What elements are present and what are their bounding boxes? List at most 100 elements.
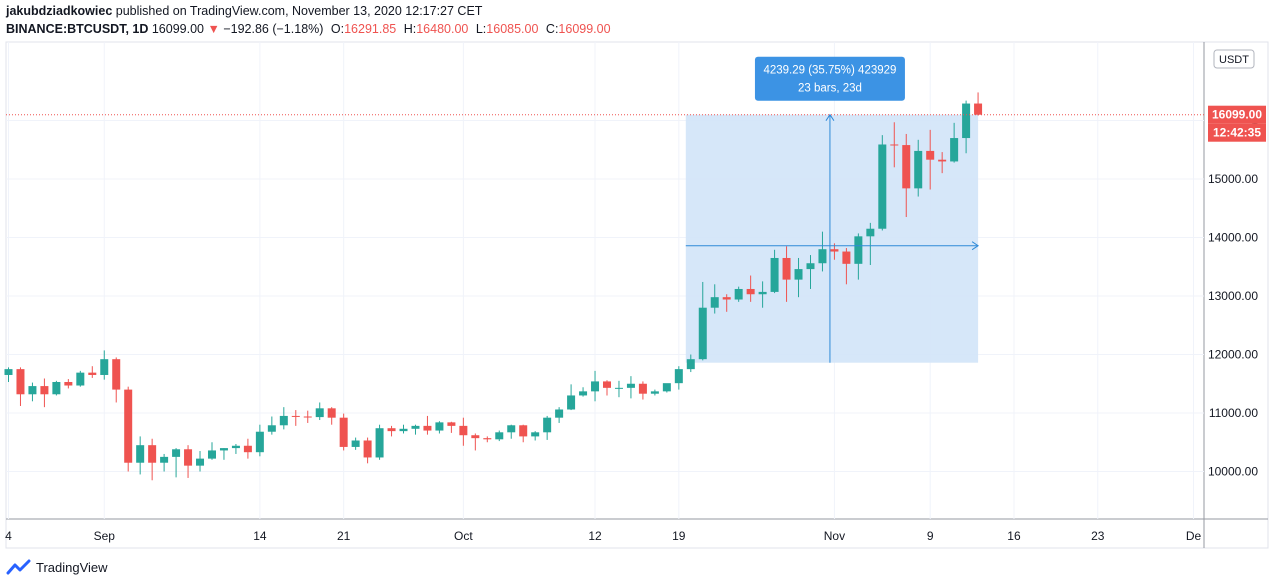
candle-body (734, 288, 743, 300)
candle-body (650, 391, 659, 394)
candle-body (387, 428, 396, 432)
candle-body (674, 369, 683, 384)
x-tick-label: De (1186, 529, 1202, 543)
x-tick-label: 23 (1091, 529, 1105, 543)
high-value: 16480.00 (416, 22, 469, 36)
candle-body (172, 449, 181, 457)
candle-body (399, 428, 408, 432)
candle-body (219, 448, 228, 451)
candle-body (243, 445, 252, 453)
low-label: L: (475, 22, 487, 36)
candle-body (88, 372, 97, 375)
y-tick-label: 13000.00 (1208, 289, 1258, 303)
candle-body (890, 144, 899, 146)
candle-body (291, 415, 300, 417)
candle-body (818, 249, 827, 264)
candle-body (974, 103, 983, 115)
candle-body (184, 449, 193, 466)
candle-body (4, 369, 13, 375)
chart-frame (5, 41, 1269, 549)
y-tick-label: 10000.00 (1208, 465, 1258, 479)
candle-body (124, 389, 133, 463)
candle-body (447, 422, 456, 426)
candle-body (722, 297, 731, 300)
candle-body (207, 450, 216, 459)
countdown-tag (1208, 123, 1266, 142)
author-name[interactable]: jakubdziadkowiec (6, 4, 113, 18)
close-value: 16099.00 (558, 22, 611, 36)
candle-body (495, 432, 504, 440)
publish-info: jakubdziadkowiec published on TradingVie… (6, 4, 482, 18)
candle-body (112, 359, 121, 390)
candle-body (423, 425, 432, 431)
candle-body (267, 425, 276, 432)
candle-body (614, 387, 623, 389)
tradingview-logo-icon (6, 559, 31, 575)
candle-body (339, 417, 348, 447)
candle-body (315, 408, 324, 418)
candle-body (543, 417, 552, 433)
candle-body (902, 145, 911, 189)
publish-text: published on TradingView.com, November 1… (115, 4, 483, 18)
y-tick-label: 15000.00 (1208, 172, 1258, 186)
candle-body (411, 425, 420, 429)
last-price-value: 16099.00 (1212, 108, 1262, 122)
candle-body (52, 381, 61, 395)
measure-label-line1: 4239.29 (35.75%) 423929 (763, 65, 896, 77)
candle-body (136, 445, 145, 463)
candle-body (28, 386, 37, 395)
measure-arrowhead-up (825, 113, 835, 121)
y-tick-label: 12000.00 (1208, 348, 1258, 362)
candle-body (196, 458, 205, 466)
candle-body (662, 383, 671, 392)
x-tick-label: Oct (454, 529, 473, 543)
candle-body (579, 391, 588, 396)
candle-body (519, 425, 528, 437)
close-label: C: (545, 22, 559, 36)
tradingview-logo[interactable]: TradingView (6, 559, 108, 575)
x-tick-label: 21 (337, 529, 351, 543)
candle-body (255, 431, 264, 453)
candle-body (830, 249, 839, 252)
symbol-name: BINANCE:BTCUSDT, 1D (6, 22, 149, 36)
measure-label-box (754, 56, 905, 101)
candle-body (758, 291, 767, 295)
x-tick-label: 9 (927, 529, 934, 543)
candle-body (926, 150, 935, 160)
candle-body (76, 372, 85, 386)
open-value: 16291.85 (344, 22, 397, 36)
candle-body (842, 251, 851, 264)
candle-body (626, 383, 635, 388)
candle-body (854, 236, 863, 264)
x-tick-label: 4 (5, 529, 12, 543)
candle-body (770, 257, 779, 292)
candle-body (938, 159, 947, 162)
candle-body (950, 138, 959, 162)
candle-body (746, 288, 755, 295)
x-tick-label: 14 (253, 529, 267, 543)
candle-body (698, 307, 707, 360)
x-tick-label: Sep (94, 529, 116, 543)
candle-body (375, 428, 384, 458)
candle-body (64, 381, 73, 386)
candle-body (40, 386, 49, 395)
candle-body (160, 456, 169, 463)
candle-body (279, 415, 288, 426)
measure-label-line2: 23 bars, 23d (798, 83, 862, 95)
measure-range-box (685, 114, 979, 363)
candle-body (231, 445, 240, 449)
candle-body (782, 257, 791, 280)
candle-body (567, 395, 576, 410)
price-change: −192.86 (−1.18%) (223, 22, 324, 36)
candle-body (507, 425, 516, 433)
candle-body (866, 228, 875, 237)
candle-body (710, 297, 719, 308)
candle-body (16, 369, 25, 395)
candle-body (878, 144, 887, 229)
candle-body (531, 432, 540, 437)
candle-body (603, 381, 611, 388)
candle-body (686, 359, 695, 370)
candle-body (483, 438, 492, 440)
candle-body (806, 263, 815, 270)
